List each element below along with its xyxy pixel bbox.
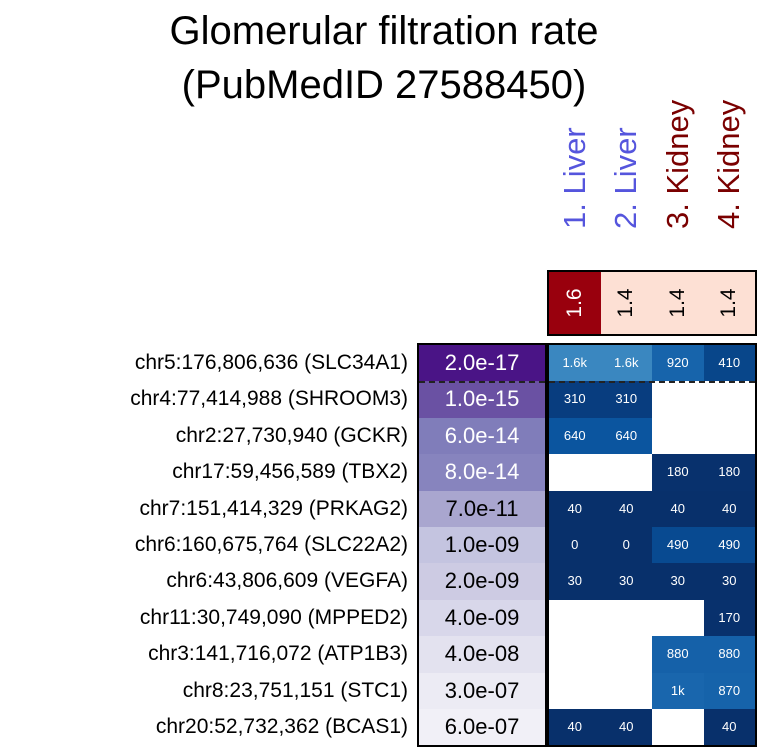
heatmap-cell: 920 xyxy=(652,345,704,382)
pvalue-cell: 4.0e-09 xyxy=(419,599,545,637)
column-score-value: 1.4 xyxy=(614,288,638,318)
column-label: 4. Kidney xyxy=(704,100,755,265)
row-label: chr11:30,749,090 (MPPED2) xyxy=(139,605,408,629)
heatmap-cell: 170 xyxy=(703,599,755,637)
pvalue-cell: 7.0e-11 xyxy=(419,490,545,527)
column-score-value: 1.6 xyxy=(562,288,586,318)
column-score-cell: 1.6 xyxy=(549,272,601,334)
heatmap-cell: 0 xyxy=(600,527,652,564)
pvalue-cell: 8.0e-14 xyxy=(419,454,545,491)
heatmap-cell: 310 xyxy=(600,381,652,418)
heatmap-cell: 640 xyxy=(549,417,601,455)
heatmap-cell: 640 xyxy=(600,417,652,455)
column-label: 2. Liver xyxy=(601,115,652,265)
column-score-cell: 1.4 xyxy=(600,272,652,334)
row-label: chr6:160,675,764 (SLC22A2) xyxy=(134,533,408,556)
row-label: chr2:27,730,940 (GCKR) xyxy=(175,423,408,447)
heatmap-cell: 40 xyxy=(652,490,704,527)
heatmap-cell: 180 xyxy=(703,454,755,491)
column-label-text: 1. Liver xyxy=(556,127,592,229)
chart-title-line2: (PubMedID 27588450) xyxy=(181,63,587,107)
row-label: chr4:77,414,988 (SHROOM3) xyxy=(130,387,408,411)
heatmap-cell: 180 xyxy=(652,454,704,491)
column-label: 3. Kidney xyxy=(652,100,703,265)
heatmap-cell: 1k xyxy=(652,672,704,709)
heatmap-cell: 40 xyxy=(549,709,601,746)
pvalue-cell: 6.0e-14 xyxy=(419,417,545,455)
heatmap-cell: 870 xyxy=(703,672,755,709)
heatmap-cell: 490 xyxy=(652,527,704,564)
pvalue-cell: 3.0e-07 xyxy=(419,672,545,709)
pvalue-cell: 1.0e-15 xyxy=(419,381,545,418)
column-score-value: 1.4 xyxy=(717,288,741,318)
column-label-text: 4. Kidney xyxy=(711,99,746,229)
pvalue-cell: 1.0e-09 xyxy=(419,527,545,564)
pvalue-cell: 6.0e-07 xyxy=(419,709,545,746)
pvalue-cell: 4.0e-08 xyxy=(419,636,545,673)
pvalue-cell: 2.0e-17 xyxy=(419,345,545,382)
column-label-text: 3. Kidney xyxy=(659,99,695,229)
heatmap-cell: 310 xyxy=(549,381,601,418)
significance-divider xyxy=(549,381,755,383)
heatmap-cell: 1.6k xyxy=(600,345,652,382)
heatmap-cell: 880 xyxy=(703,636,755,673)
heatmap-cell: 880 xyxy=(652,636,704,673)
heatmap-cell: 30 xyxy=(703,563,755,600)
heatmap-cell: 490 xyxy=(703,527,755,564)
pvalue-cell: 2.0e-09 xyxy=(419,563,545,600)
heatmap-cell: 40 xyxy=(703,490,755,527)
heatmap-cell: 40 xyxy=(600,490,652,527)
column-score-cell: 1.4 xyxy=(652,272,704,334)
heatmap-cell: 40 xyxy=(600,709,652,746)
heatmap-cell: 410 xyxy=(703,345,755,382)
heatmap-cell: 30 xyxy=(600,563,652,600)
heatmap-cell: 0 xyxy=(549,527,601,564)
heatmap-grid: 1.6k 1.6k 920 410 310 310 640 640 180 180 40 40 40 40… xyxy=(547,343,757,747)
row-label: chr8:23,751,151 (STC1) xyxy=(182,678,408,702)
heatmap-cell: 1.6k xyxy=(549,345,601,382)
row-label: chr20:52,732,362 (BCAS1) xyxy=(155,715,408,738)
heatmap-cell: 30 xyxy=(652,563,704,600)
chart-title-line1: Glomerular filtration rate xyxy=(169,9,599,53)
row-label: chr7:151,414,329 (PRKAG2) xyxy=(139,496,409,520)
heatmap-cell: 30 xyxy=(549,563,601,600)
significance-divider xyxy=(419,381,545,383)
row-label: chr6:43,806,609 (VEGFA) xyxy=(166,569,408,593)
column-score-strip: 1.6 1.4 1.4 1.4 xyxy=(547,270,757,336)
column-score-value: 1.4 xyxy=(665,288,689,318)
row-label: chr5:176,806,636 (SLC34A1) xyxy=(134,351,408,374)
row-label: chr17:59,456,589 (TBX2) xyxy=(172,460,408,484)
column-label: 1. Liver xyxy=(549,115,600,265)
heatmap-cell: 40 xyxy=(549,490,601,527)
column-score-cell: 1.4 xyxy=(703,272,755,334)
column-label-text: 2. Liver xyxy=(608,127,643,229)
heatmap-cell: 40 xyxy=(703,709,755,746)
pvalue-column: 2.0e-17 1.0e-15 6.0e-14 8.0e-14 7.0e-11 1.0e-… xyxy=(417,343,547,747)
row-label: chr3:141,716,072 (ATP1B3) xyxy=(148,642,408,666)
